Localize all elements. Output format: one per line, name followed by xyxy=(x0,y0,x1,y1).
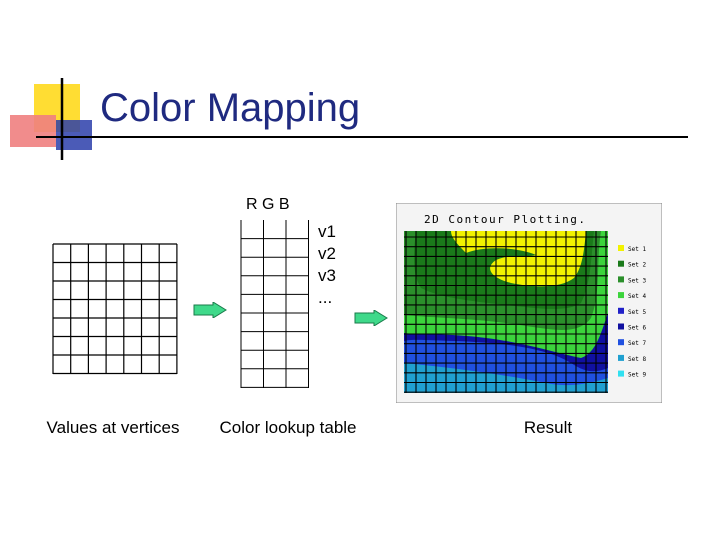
legend-label: Set 7 xyxy=(628,340,646,347)
arrow-to-result-icon xyxy=(354,310,388,326)
legend-swatch xyxy=(618,307,624,314)
slide-title: Color Mapping xyxy=(100,86,361,130)
legend-label: Set 6 xyxy=(628,325,646,332)
legend-swatch xyxy=(618,260,624,267)
result-plot-title: 2D Contour Plotting. xyxy=(424,213,586,226)
lookup-row-label: ... xyxy=(318,288,333,307)
result-contour-image: 2D Contour Plotting. Set 1 Set 2 Set 3 Set … xyxy=(396,203,662,403)
vertex-grid xyxy=(52,243,178,375)
legend-swatch xyxy=(618,276,624,283)
title-logo xyxy=(10,78,92,160)
lookup-row-label: v1 xyxy=(318,222,336,241)
legend-swatch xyxy=(618,370,624,377)
legend-swatch xyxy=(618,323,624,330)
lookup-row-label: v3 xyxy=(318,266,336,285)
legend-swatch xyxy=(618,339,624,346)
lookup-row-label: v2 xyxy=(318,244,336,263)
legend-label: Set 3 xyxy=(628,277,646,284)
arrow-to-lookup-icon xyxy=(193,302,227,318)
lookup-header: R G B xyxy=(246,196,290,213)
legend-label: Set 4 xyxy=(628,293,646,300)
caption-values-at-vertices: Values at vertices xyxy=(46,418,180,437)
title-divider xyxy=(36,136,688,138)
legend-label: Set 1 xyxy=(628,246,646,253)
legend-label: Set 5 xyxy=(628,309,646,316)
legend-swatch xyxy=(618,354,624,361)
color-lookup-table xyxy=(240,220,309,388)
caption-color-lookup-table: Color lookup table xyxy=(219,418,357,437)
legend-swatch xyxy=(618,245,624,251)
legend-label: Set 2 xyxy=(628,262,646,269)
legend-swatch xyxy=(618,292,624,299)
legend-label: Set 9 xyxy=(628,372,646,379)
legend-label: Set 8 xyxy=(628,356,646,363)
caption-result: Result xyxy=(523,418,573,437)
